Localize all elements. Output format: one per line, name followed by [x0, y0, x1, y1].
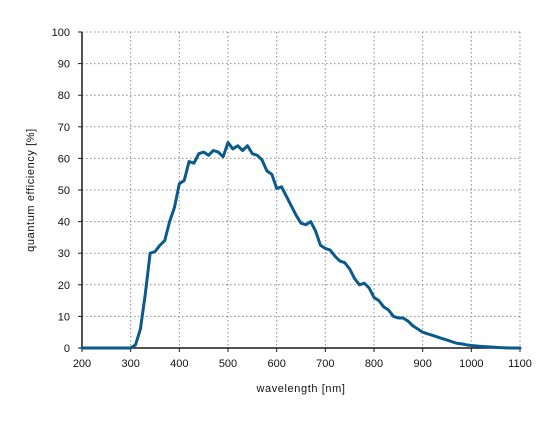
- x-tick-label: 1100: [508, 358, 532, 370]
- series-layer: [80, 141, 522, 350]
- y-tick-label: 10: [58, 311, 70, 323]
- x-tick-label: 300: [121, 358, 139, 370]
- y-tick-label: 50: [58, 185, 70, 197]
- y-tick-label: 30: [58, 248, 70, 260]
- y-tick-label: 80: [58, 90, 70, 102]
- y-tick-label: 60: [58, 153, 70, 165]
- grid: [82, 31, 521, 348]
- x-axis-label: wavelength [nm]: [255, 383, 345, 395]
- x-tick-label: 800: [365, 358, 383, 370]
- x-tick-label: 900: [413, 358, 431, 370]
- x-tick-label: 400: [170, 358, 188, 370]
- y-tick-label: 70: [58, 122, 70, 134]
- y-tick-label: 0: [64, 343, 70, 355]
- y-tick-label: 100: [52, 27, 70, 39]
- x-tick-label: 1000: [459, 358, 483, 370]
- axes: [78, 31, 521, 352]
- x-tick-label: 200: [73, 358, 91, 370]
- y-tick-label: 90: [58, 59, 70, 71]
- y-tick-label: 40: [58, 217, 70, 229]
- qe-series-line: [80, 141, 522, 350]
- x-tick-label: 700: [316, 358, 334, 370]
- tick-labels: 200 300 400 500 600 700 800 900 1000 1100 0 10 20 30 4…: [52, 27, 532, 370]
- y-tick-label: 20: [58, 280, 70, 292]
- y-axis-label: quantum efficiency [%]: [25, 128, 37, 252]
- x-tick-label: 500: [219, 358, 237, 370]
- x-tick-label: 600: [267, 358, 285, 370]
